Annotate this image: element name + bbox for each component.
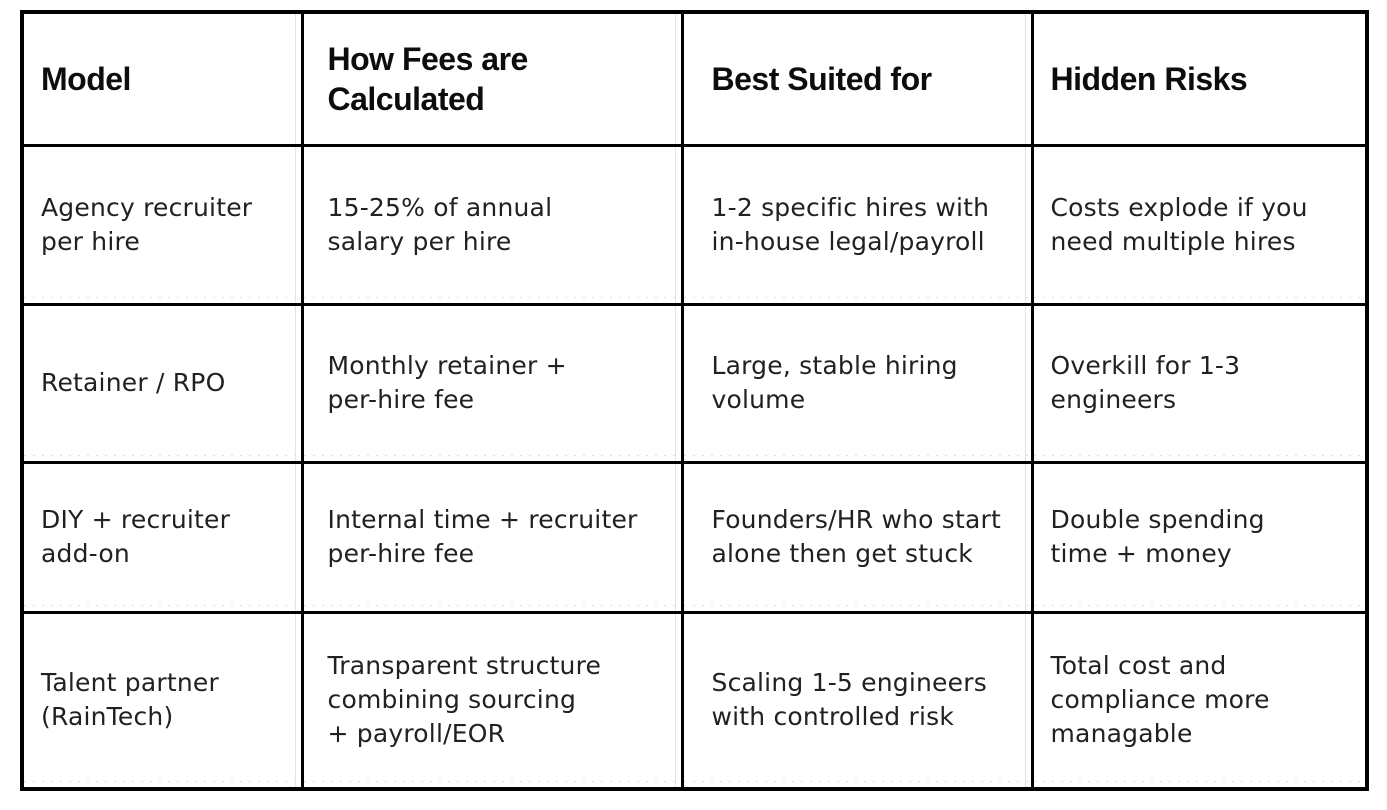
comparison-table-container: Model How Fees are Calculated Best Suite… [20, 10, 1369, 791]
table-row-diy-recruiter-addon: DIY + recruiter add-on Internal time + r… [20, 460, 1369, 614]
cell-best-suited: 1-2 specific hires with in-house legal/p… [680, 143, 1034, 306]
cell-fees: 15-25% of annual salary per hire [300, 143, 684, 306]
column-header-fees-calculated: How Fees are Calculated [300, 10, 684, 147]
column-header-model: Model [20, 10, 304, 147]
cell-model: Talent partner (RainTech) [20, 610, 304, 791]
cell-hidden-risks: Overkill for 1-3 engineers [1030, 302, 1369, 464]
cell-hidden-risks: Costs explode if you need multiple hires [1030, 143, 1369, 306]
cell-hidden-risks: Total cost and compliance more managable [1030, 610, 1369, 791]
cell-best-suited: Founders/HR who start alone then get stu… [680, 460, 1034, 614]
table-row-talent-partner-raintech: Talent partner (RainTech) Transparent st… [20, 610, 1369, 791]
cell-fees: Transparent structure combining sourcing… [300, 610, 684, 791]
column-header-best-suited-for: Best Suited for [680, 10, 1034, 147]
cell-best-suited: Scaling 1-5 engineers with controlled ri… [680, 610, 1034, 791]
column-header-hidden-risks: Hidden Risks [1030, 10, 1369, 147]
hiring-models-comparison-table: Model How Fees are Calculated Best Suite… [20, 10, 1369, 791]
cell-model: Agency recruiter per hire [20, 143, 304, 306]
cell-best-suited: Large, stable hiring volume [680, 302, 1034, 464]
cell-hidden-risks: Double spending time + money [1030, 460, 1369, 614]
table-row-agency-recruiter: Agency recruiter per hire 15-25% of annu… [20, 143, 1369, 306]
table-row-retainer-rpo: Retainer / RPO Monthly retainer + per-hi… [20, 302, 1369, 464]
cell-fees: Monthly retainer + per-hire fee [300, 302, 684, 464]
cell-model: DIY + recruiter add-on [20, 460, 304, 614]
cell-model: Retainer / RPO [20, 302, 304, 464]
cell-fees: Internal time + recruiter per-hire fee [300, 460, 684, 614]
header-row: Model How Fees are Calculated Best Suite… [20, 10, 1369, 147]
